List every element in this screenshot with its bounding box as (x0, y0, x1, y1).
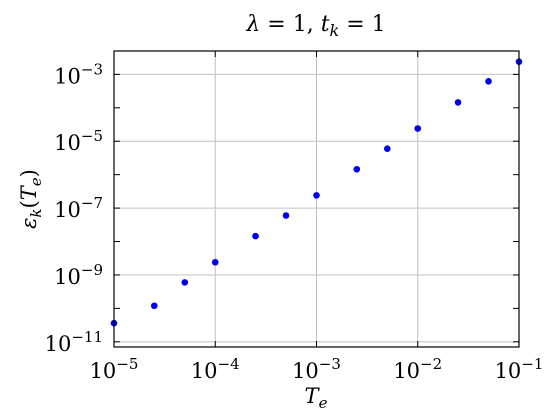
y-tick-label-base: 10 (54, 64, 81, 88)
chart-title: λ = 1, tk = 1 (245, 12, 385, 40)
axis-ticks (113, 51, 520, 347)
x-tick-label-exponent: −4 (218, 355, 240, 373)
y-tick-label-base: 10 (45, 332, 72, 356)
data-point (282, 212, 290, 219)
x-tick-label: 10−5 (90, 355, 139, 383)
y-tick-label: 10−7 (54, 194, 103, 222)
y-axis-label: εk(Te) (17, 169, 45, 229)
x-tick-label: 10−1 (495, 355, 544, 383)
data-point (150, 302, 158, 310)
y-tick-label-exponent: −3 (81, 60, 103, 78)
data-point (454, 99, 462, 106)
x-tick-label-base: 10 (393, 359, 420, 383)
y-tick-label: 10−5 (54, 127, 103, 155)
y-tick-label-base: 10 (54, 198, 81, 222)
x-tick-label: 10−4 (191, 355, 240, 383)
data-point (485, 78, 492, 85)
y-tick-label-exponent: −9 (81, 261, 103, 279)
x-tick-label-exponent: −1 (521, 355, 543, 373)
data-point (252, 232, 259, 240)
x-tick-labels: 10−5 10−4 10−3 10−2 10−1 (90, 355, 544, 383)
x-tick-label-base: 10 (495, 359, 522, 383)
y-tick-label-exponent: −7 (81, 194, 103, 212)
grid (113, 51, 520, 347)
data-point (383, 145, 391, 152)
data-point (313, 192, 320, 199)
y-tick-label-exponent: −11 (71, 328, 103, 346)
x-tick-label-base: 10 (191, 359, 218, 383)
data-point (211, 258, 219, 266)
y-tick-label: 10−11 (45, 328, 103, 356)
x-tick-label-exponent: −2 (420, 355, 442, 373)
x-tick-label-base: 10 (90, 359, 117, 383)
data-point (181, 279, 189, 286)
x-tick-label: 10−2 (393, 355, 442, 383)
x-tick-label-exponent: −5 (116, 355, 138, 373)
x-tick-label-exponent: −3 (319, 355, 341, 373)
y-tick-label-base: 10 (54, 131, 81, 155)
data-point (353, 165, 361, 173)
y-tick-label-base: 10 (54, 265, 81, 289)
x-axis-label: Te (305, 384, 328, 412)
y-tick-label: 10−9 (54, 261, 103, 289)
data-point (414, 125, 422, 132)
y-tick-label: 10−3 (54, 60, 103, 88)
x-tick-label: 10−3 (292, 355, 341, 383)
data-points (110, 58, 523, 327)
x-tick-label-base: 10 (292, 359, 319, 383)
y-tick-label-exponent: −5 (81, 127, 103, 145)
